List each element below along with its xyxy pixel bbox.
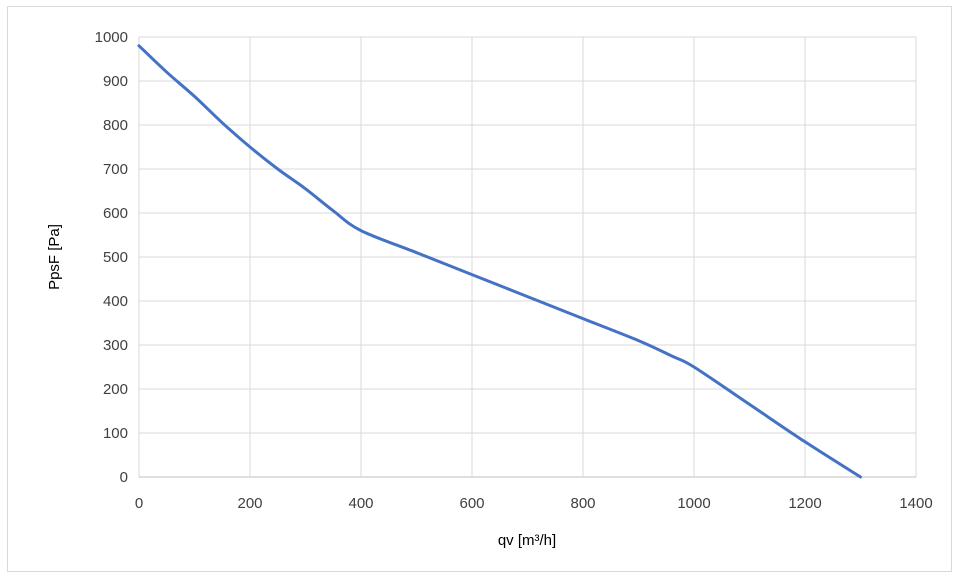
y-tick-label: 300: [103, 337, 128, 354]
x-tick-label: 400: [348, 495, 373, 512]
x-tick-label: 1400: [899, 495, 932, 512]
gridlines: [138, 36, 917, 478]
y-tick-label: 100: [103, 425, 128, 442]
y-tick-label: 700: [103, 161, 128, 178]
chart-area: [7, 6, 952, 572]
x-tick-label: 200: [237, 495, 262, 512]
x-tick-label: 600: [459, 495, 484, 512]
y-tick-label: 400: [103, 293, 128, 310]
x-tick-label: 0: [135, 495, 143, 512]
y-tick-label: 600: [103, 205, 128, 222]
x-axis-title: qv [m³/h]: [498, 532, 556, 549]
x-tick-label: 1000: [677, 495, 710, 512]
x-axis-ticks: 0 200 400 600 800 1000 1200 1400: [135, 495, 933, 512]
y-tick-label: 800: [103, 117, 128, 134]
series-line: [137, 44, 862, 479]
y-axis-ticks: 0 100 200 300 400 500 600 700 800 900 1000: [95, 29, 128, 486]
y-tick-label: 200: [103, 381, 128, 398]
series-layer: [137, 44, 862, 479]
y-tick-label: 500: [103, 249, 128, 266]
y-tick-label: 1000: [95, 29, 128, 46]
y-tick-label: 0: [120, 469, 128, 486]
x-tick-label: 1200: [788, 495, 821, 512]
y-tick-label: 900: [103, 73, 128, 90]
y-axis-title: PpsF [Pa]: [46, 224, 63, 290]
x-tick-label: 800: [570, 495, 595, 512]
